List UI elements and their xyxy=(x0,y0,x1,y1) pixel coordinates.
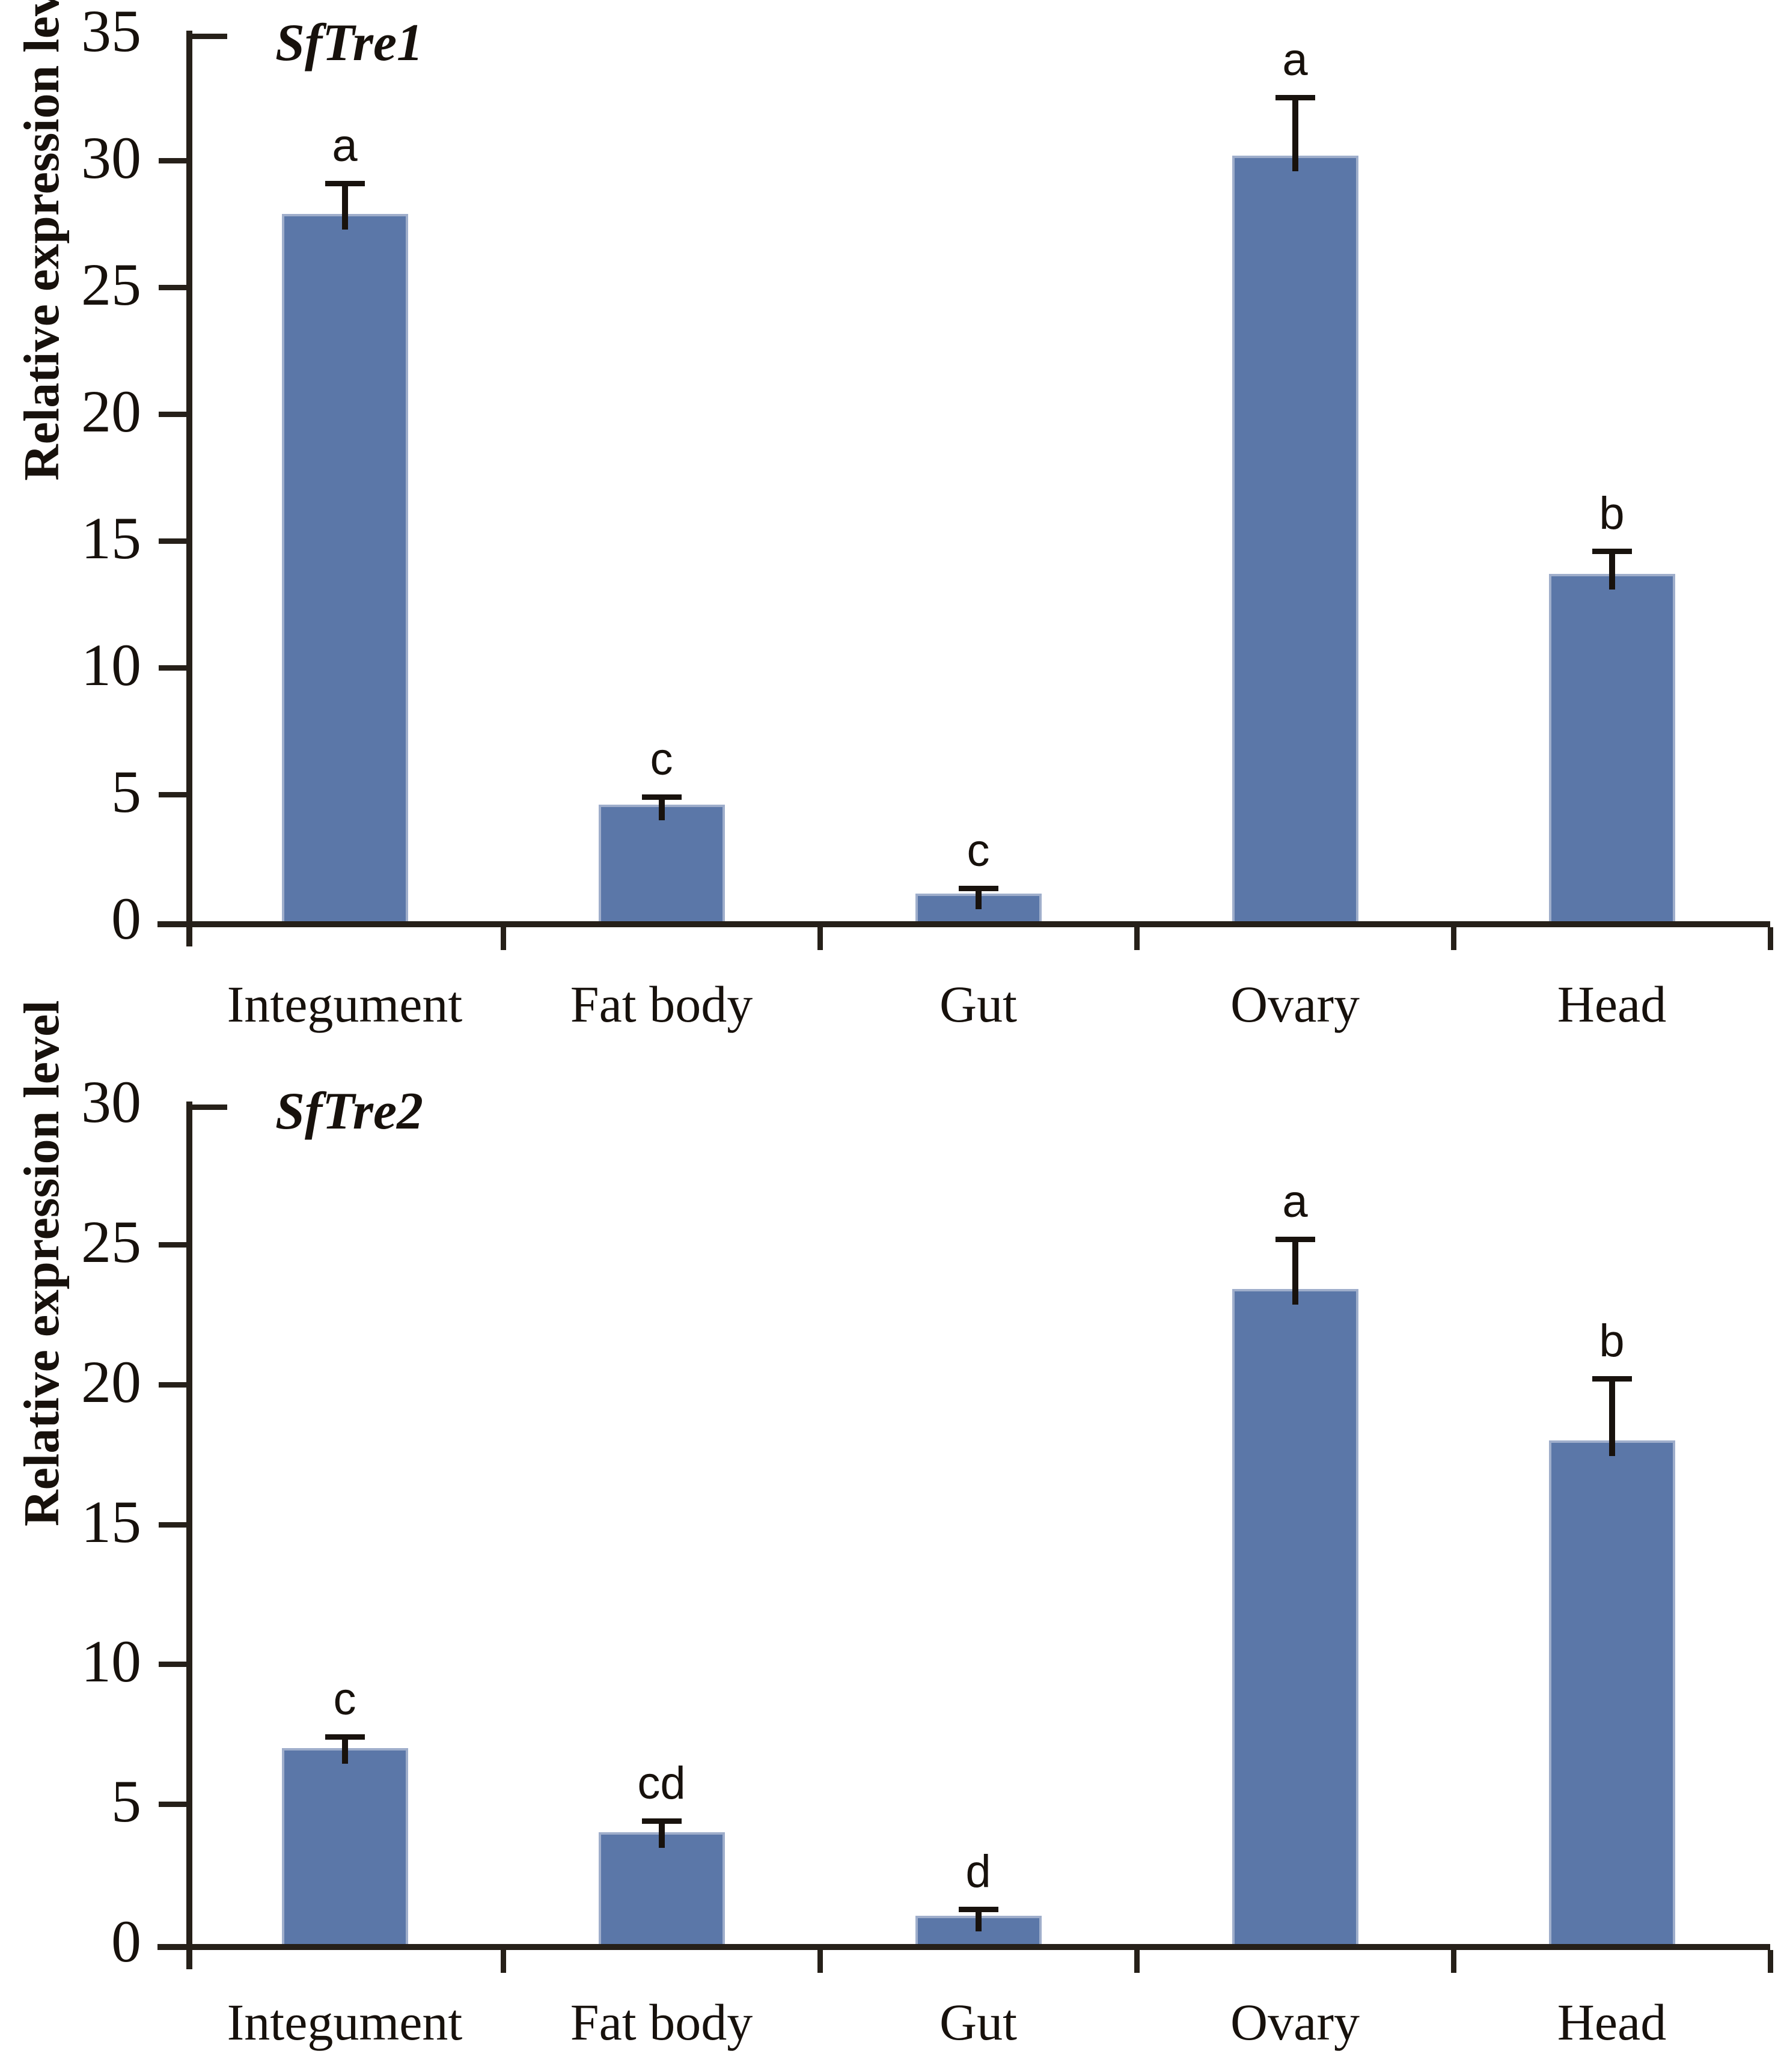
x-tick xyxy=(1451,1950,1456,1973)
x-category-label-integument: Integument xyxy=(227,975,463,1033)
error-bar-line-gut xyxy=(975,889,982,909)
bar-integument xyxy=(281,213,408,921)
x-category-label-fat-body: Fat body xyxy=(570,975,753,1033)
sig-letter-ovary: a xyxy=(1282,34,1308,85)
y-tick-label: 10 xyxy=(81,1628,141,1695)
bar-head xyxy=(1548,573,1675,921)
y-tick xyxy=(159,412,186,417)
x-tick xyxy=(817,927,823,950)
error-bar-cap-ovary xyxy=(1275,94,1315,100)
y-tick-label: 5 xyxy=(111,758,141,825)
y-tick-label: 30 xyxy=(81,1068,141,1135)
sig-letter-fat-body: cd xyxy=(637,1758,686,1809)
y-tick-label: 20 xyxy=(81,378,141,445)
error-bar-cap-ovary xyxy=(1275,1236,1315,1242)
y-tick-label: 25 xyxy=(81,251,141,318)
error-bar-cap-gut xyxy=(958,1906,998,1912)
x-category-label-gut: Gut xyxy=(939,1993,1017,2051)
error-bar-cap-integument xyxy=(325,1734,365,1740)
bar-fat-body xyxy=(598,804,725,921)
sig-letter-head: b xyxy=(1599,487,1625,539)
y-tick-label: 0 xyxy=(111,885,141,952)
chart-title: SfTre1 xyxy=(275,14,424,72)
error-bar-line-integument xyxy=(341,1738,348,1764)
error-bar-cap-head xyxy=(1592,1376,1632,1382)
x-tick xyxy=(1768,927,1773,950)
error-bar-cap-fat-body xyxy=(641,1818,682,1824)
y-axis-top-cap xyxy=(192,34,227,39)
bar-head xyxy=(1548,1440,1675,1944)
y-tick xyxy=(159,538,186,544)
sig-letter-integument: a xyxy=(332,120,358,171)
x-tick xyxy=(501,927,506,950)
y-axis-top-cap xyxy=(192,1105,227,1110)
y-tick xyxy=(159,1242,186,1248)
bar-ovary xyxy=(1232,1289,1358,1944)
sig-letter-ovary: a xyxy=(1282,1175,1308,1227)
y-tick-label: 15 xyxy=(81,505,141,571)
y-tick-label: 25 xyxy=(81,1208,141,1275)
x-tick xyxy=(817,1950,823,1973)
sig-letter-gut: c xyxy=(967,825,990,877)
error-bar-cap-fat-body xyxy=(641,794,682,800)
x-tick xyxy=(1451,927,1456,950)
y-tick xyxy=(159,792,186,797)
y-tick xyxy=(159,1522,186,1528)
y-tick-label: 35 xyxy=(81,0,141,64)
error-bar-line-head xyxy=(1608,552,1615,590)
error-bar-line-fat-body xyxy=(658,798,665,820)
y-tick-label: 15 xyxy=(81,1488,141,1555)
bar-ovary xyxy=(1232,155,1358,921)
x-tick xyxy=(1134,927,1140,950)
x-category-label-head: Head xyxy=(1557,975,1667,1033)
sig-letter-integument: c xyxy=(333,1674,356,1725)
x-axis-line xyxy=(157,1944,1770,1950)
y-tick xyxy=(159,285,186,290)
x-category-label-ovary: Ovary xyxy=(1230,1993,1360,2051)
sig-letter-gut: d xyxy=(965,1845,991,1897)
sig-letter-head: b xyxy=(1599,1315,1625,1367)
y-tick xyxy=(159,158,186,163)
x-tick xyxy=(501,1950,506,1973)
error-bar-cap-gut xyxy=(958,886,998,892)
y-tick-label: 0 xyxy=(111,1908,141,1975)
sig-letter-fat-body: c xyxy=(650,734,673,785)
y-tick xyxy=(159,1382,186,1388)
y-tick-label: 20 xyxy=(81,1348,141,1415)
error-bar-line-integument xyxy=(341,184,348,230)
y-tick xyxy=(159,1802,186,1808)
y-axis-line xyxy=(186,31,192,946)
x-category-label-head: Head xyxy=(1557,1993,1667,2051)
bar-integument xyxy=(281,1748,408,1944)
x-category-label-integument: Integument xyxy=(227,1993,463,2051)
y-tick xyxy=(159,665,186,671)
chart-title: SfTre2 xyxy=(275,1082,424,1141)
x-category-label-fat-body: Fat body xyxy=(570,1993,753,2051)
error-bar-line-ovary xyxy=(1292,1240,1298,1305)
y-tick-label: 10 xyxy=(81,632,141,698)
bar-fat-body xyxy=(598,1832,725,1944)
x-category-label-ovary: Ovary xyxy=(1230,975,1360,1033)
error-bar-line-head xyxy=(1608,1380,1615,1456)
y-tick-label: 5 xyxy=(111,1768,141,1835)
y-tick xyxy=(159,1662,186,1668)
error-bar-cap-integument xyxy=(325,180,365,186)
y-tick-label: 30 xyxy=(81,124,141,191)
error-bar-cap-head xyxy=(1592,548,1632,554)
error-bar-line-ovary xyxy=(1292,98,1298,171)
error-bar-line-gut xyxy=(975,1910,982,1932)
y-axis-line xyxy=(186,1102,192,1969)
x-tick xyxy=(1134,1950,1140,1973)
x-category-label-gut: Gut xyxy=(939,975,1017,1033)
error-bar-line-fat-body xyxy=(658,1822,665,1848)
x-tick xyxy=(1768,1950,1773,1973)
x-axis-line xyxy=(157,921,1770,927)
